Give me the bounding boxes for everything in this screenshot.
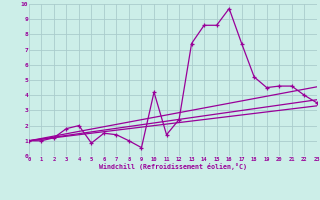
X-axis label: Windchill (Refroidissement éolien,°C): Windchill (Refroidissement éolien,°C) [99, 163, 247, 170]
